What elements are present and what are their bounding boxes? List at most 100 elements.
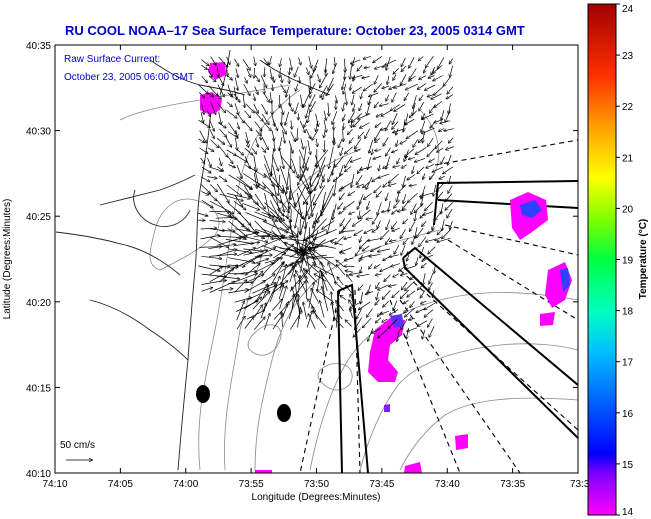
current-vector — [254, 86, 259, 94]
current-vector — [382, 318, 388, 322]
current-vector — [407, 290, 416, 297]
current-vector — [407, 174, 416, 180]
current-vector — [299, 57, 301, 65]
current-vector — [262, 258, 278, 275]
current-vector — [299, 76, 300, 82]
current-vector — [372, 212, 380, 224]
current-vector — [243, 203, 259, 210]
current-vector — [303, 182, 320, 204]
current-vector — [219, 193, 243, 201]
current-vector — [314, 251, 337, 267]
current-vector — [308, 167, 316, 189]
current-vector — [406, 83, 418, 90]
current-vector — [419, 94, 424, 100]
current-vector — [307, 140, 311, 154]
current-vector — [199, 247, 222, 248]
current-vector — [392, 290, 400, 298]
current-vector — [210, 184, 217, 191]
current-vector — [245, 263, 260, 276]
current-vector — [208, 244, 235, 250]
current-vector — [353, 119, 361, 127]
current-vector — [352, 74, 363, 78]
current-vector — [209, 119, 215, 131]
current-vector — [261, 211, 282, 219]
current-vector — [450, 65, 453, 77]
current-vector — [288, 293, 297, 320]
current-vector — [302, 221, 308, 249]
current-vector — [290, 131, 296, 142]
current-vector — [236, 301, 258, 312]
current-vector — [253, 317, 265, 331]
buoy-marker — [196, 385, 210, 403]
current-vector — [208, 85, 218, 96]
current-vector — [354, 138, 362, 149]
current-vector — [409, 68, 417, 79]
current-vector — [388, 183, 397, 186]
current-vector — [345, 67, 346, 79]
current-vector — [361, 291, 364, 304]
current-vector — [335, 311, 343, 320]
current-vector — [315, 113, 319, 127]
current-vector — [392, 149, 399, 153]
current-vector — [360, 236, 362, 242]
figure-title: RU COOL NOAA–17 Sea Surface Temperature:… — [65, 23, 525, 38]
current-vector — [363, 317, 372, 327]
current-vector — [335, 156, 344, 168]
current-vector — [254, 305, 263, 318]
current-vector — [363, 55, 371, 59]
current-vector — [314, 210, 325, 224]
current-vector — [375, 122, 382, 128]
current-vector — [386, 94, 390, 101]
current-vector — [200, 183, 211, 193]
current-vector — [236, 301, 245, 321]
current-vector — [305, 128, 310, 139]
current-vector — [409, 75, 416, 81]
current-vector — [421, 120, 426, 132]
current-vector — [290, 311, 301, 330]
current-vector — [207, 68, 212, 77]
current-vector — [426, 238, 436, 241]
current-vector — [201, 255, 222, 258]
current-vector — [378, 248, 390, 252]
current-vector — [383, 137, 389, 145]
current-vector — [340, 296, 347, 300]
current-vector — [280, 237, 307, 241]
current-vector — [422, 127, 435, 133]
current-vector — [360, 166, 373, 170]
current-vector — [419, 102, 425, 111]
current-vector — [400, 74, 407, 85]
current-vector — [201, 103, 205, 114]
current-vector — [355, 247, 362, 255]
current-vector — [435, 140, 443, 149]
current-vector — [403, 218, 409, 224]
current-vector — [412, 236, 416, 245]
current-vector — [269, 277, 280, 303]
current-vector — [295, 183, 307, 207]
current-vector — [439, 175, 445, 179]
current-vector — [218, 289, 233, 291]
current-vector — [392, 209, 398, 214]
current-vector — [295, 102, 299, 114]
colorbar-tick-label: 24 — [622, 4, 634, 15]
current-vector — [433, 290, 435, 297]
x-tick-label: 73:50 — [304, 479, 329, 490]
current-vector — [315, 237, 338, 247]
current-vector — [340, 164, 344, 175]
current-vector — [218, 111, 222, 124]
current-vector — [328, 77, 334, 90]
current-vector — [242, 59, 250, 71]
current-vector — [234, 77, 238, 91]
current-vector — [349, 111, 356, 122]
current-vector — [210, 139, 219, 148]
current-vector — [345, 156, 353, 168]
current-vector — [208, 254, 237, 257]
current-vector — [201, 191, 208, 195]
current-vector — [198, 138, 204, 143]
current-vector — [219, 128, 226, 137]
current-vector — [343, 83, 347, 94]
current-vector — [375, 138, 381, 142]
current-vector — [280, 84, 286, 92]
current-vector — [400, 140, 407, 143]
current-vector — [254, 121, 262, 130]
current-vector — [316, 74, 320, 82]
